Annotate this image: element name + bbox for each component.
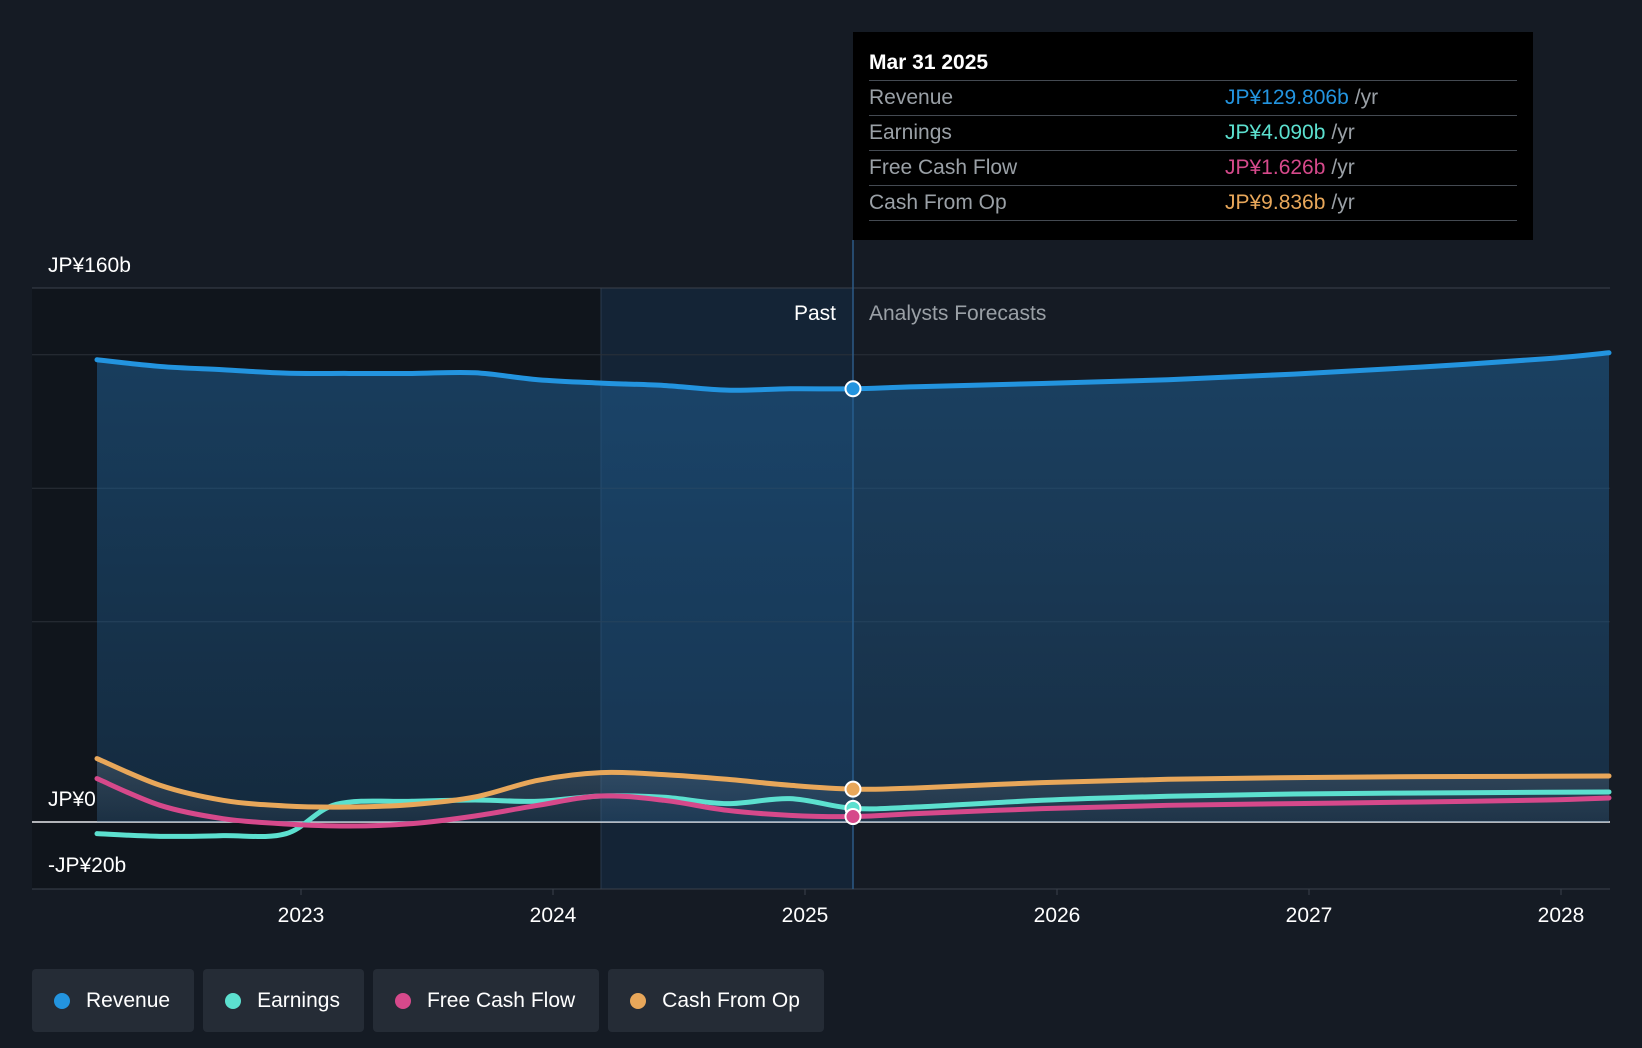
free-cash-flow-line bbox=[94, 776, 1612, 829]
earnings-line bbox=[94, 789, 1612, 840]
x-axis-label: 2027 bbox=[1286, 904, 1333, 927]
y-axis-label: -JP¥20b bbox=[48, 854, 126, 877]
x-axis-label: 2023 bbox=[278, 904, 325, 927]
free-cash-flow-dot-icon bbox=[394, 992, 411, 1009]
forecast-label: Analysts Forecasts bbox=[869, 302, 1046, 325]
legend-label: Cash From Op bbox=[662, 988, 800, 1012]
tooltip-value: JP¥1.626b bbox=[1225, 156, 1326, 179]
tooltip-unit: /yr bbox=[1354, 86, 1379, 109]
tooltip-label: Free Cash Flow bbox=[869, 156, 1018, 179]
legend-item-earnings[interactable]: Earnings bbox=[203, 969, 364, 1032]
tooltip-unit: /yr bbox=[1331, 191, 1355, 214]
legend-item-cash-from-op[interactable]: Cash From Op bbox=[608, 969, 824, 1032]
revenue-marker bbox=[844, 380, 862, 398]
legend: Revenue Earnings Free Cash Flow Cash Fro… bbox=[32, 969, 824, 1032]
revenue-line bbox=[94, 350, 1612, 393]
x-axis-label: 2025 bbox=[782, 904, 829, 927]
cash-from-op-marker bbox=[844, 780, 862, 798]
x-axis-label: 2026 bbox=[1034, 904, 1081, 927]
tooltip-label: Earnings bbox=[869, 121, 952, 144]
y-axis-label: JP¥0 bbox=[48, 788, 96, 811]
tooltip-unit: /yr bbox=[1331, 121, 1355, 144]
y-axis-label: JP¥160b bbox=[48, 254, 131, 277]
revenue-area bbox=[97, 352, 1609, 822]
tooltip-row-free-cash-flow: Free Cash Flow JP¥1.626b /yr bbox=[869, 150, 1517, 185]
tooltip-value: JP¥9.836b bbox=[1225, 191, 1326, 214]
past-label: Past bbox=[794, 302, 836, 325]
tooltip-row-revenue: Revenue JP¥129.806b /yr bbox=[869, 80, 1517, 115]
legend-label: Free Cash Flow bbox=[426, 988, 576, 1012]
tooltip-value: JP¥129.806b bbox=[1225, 86, 1349, 109]
free-cash-flow-marker bbox=[844, 808, 862, 826]
legend-item-revenue[interactable]: Revenue bbox=[32, 969, 195, 1032]
cash-from-op-dot-icon bbox=[630, 992, 647, 1009]
x-axis-label: 2028 bbox=[1538, 904, 1585, 927]
tooltip-date: Mar 31 2025 bbox=[869, 51, 989, 74]
x-axis-label: 2024 bbox=[530, 904, 577, 927]
tooltip-label: Revenue bbox=[869, 86, 954, 109]
legend-item-free-cash-flow[interactable]: Free Cash Flow bbox=[372, 969, 600, 1032]
tooltip-unit: /yr bbox=[1331, 156, 1355, 179]
tooltip: Mar 31 2025 Revenue JP¥129.806b /yr Earn… bbox=[853, 32, 1533, 240]
earnings-dot-icon bbox=[225, 992, 242, 1009]
legend-label: Earnings bbox=[257, 988, 340, 1012]
tooltip-row-earnings: Earnings JP¥4.090b /yr bbox=[869, 115, 1517, 150]
tooltip-value: JP¥4.090b bbox=[1225, 121, 1326, 144]
legend-label: Revenue bbox=[86, 988, 171, 1012]
tooltip-row-cash-from-op: Cash From Op JP¥9.836b /yr bbox=[869, 185, 1517, 221]
financial-chart: JP¥160b JP¥0 -JP¥20b 2023 2024 2025 2026 2027 20… bbox=[32, 240, 1612, 927]
cash-from-op-line bbox=[94, 756, 1612, 810]
tooltip-label: Cash From Op bbox=[869, 191, 1007, 214]
revenue-dot-icon bbox=[54, 992, 70, 1009]
